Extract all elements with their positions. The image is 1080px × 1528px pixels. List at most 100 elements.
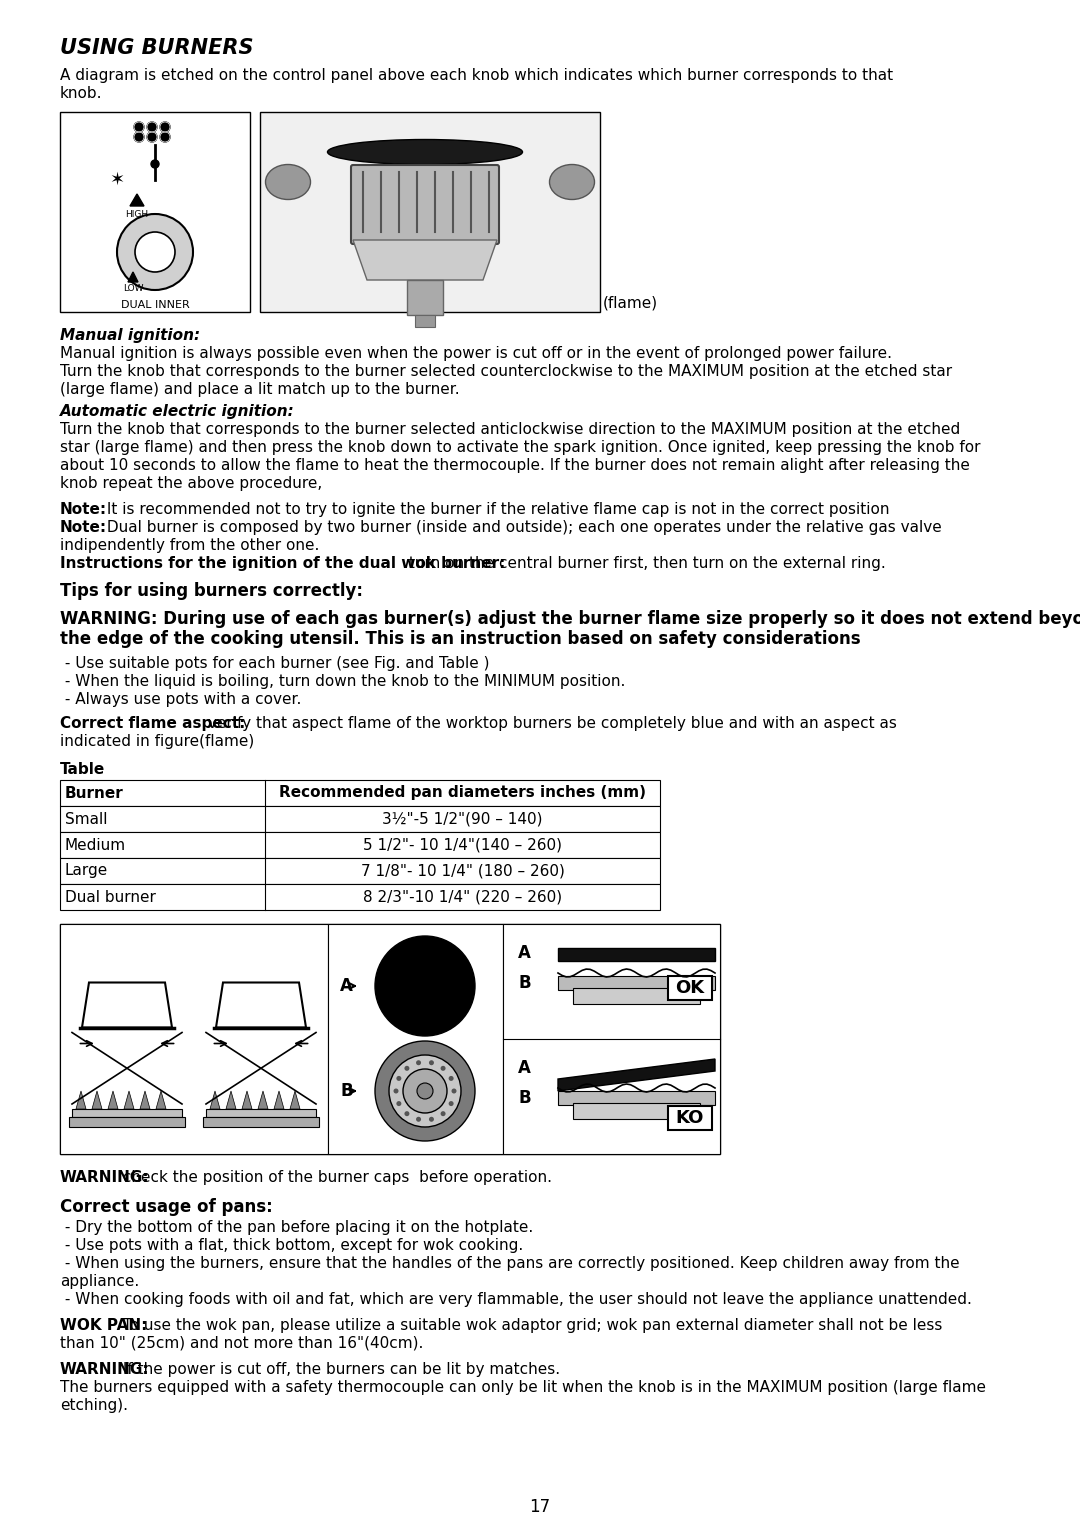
Ellipse shape	[266, 165, 311, 200]
Text: indipendently from the other one.: indipendently from the other one.	[60, 538, 320, 553]
Text: knob.: knob.	[60, 86, 103, 101]
Text: verify that aspect flame of the worktop burners be completely blue and with an a: verify that aspect flame of the worktop …	[203, 717, 896, 730]
Circle shape	[416, 1060, 421, 1065]
Text: star (large flame) and then press the knob down to activate the spark ignition. : star (large flame) and then press the kn…	[60, 440, 981, 455]
Bar	[60, 924, 720, 1154]
Bar	[558, 1091, 715, 1105]
Text: To use the wok pan, please utilize a suitable wok adaptor grid; wok pan external: To use the wok pan, please utilize a sui…	[118, 1319, 942, 1332]
Circle shape	[147, 122, 157, 131]
Text: OK: OK	[675, 979, 704, 996]
Circle shape	[117, 214, 193, 290]
Circle shape	[375, 1041, 475, 1141]
Ellipse shape	[550, 165, 594, 200]
Text: 8 2/3"-10 1/4" (220 – 260): 8 2/3"-10 1/4" (220 – 260)	[363, 889, 562, 905]
Text: about 10 seconds to allow the flame to heat the thermocouple. If the burner does: about 10 seconds to allow the flame to h…	[60, 458, 970, 474]
Polygon shape	[242, 1091, 252, 1109]
Polygon shape	[258, 1091, 268, 1109]
Text: Burner: Burner	[65, 785, 124, 801]
Bar	[69, 1117, 185, 1128]
Circle shape	[393, 1088, 399, 1094]
Bar	[669, 976, 712, 999]
Text: Automatic electric ignition:: Automatic electric ignition:	[60, 403, 295, 419]
Text: (large flame) and place a lit match up to the burner.: (large flame) and place a lit match up t…	[60, 382, 460, 397]
Circle shape	[375, 937, 475, 1036]
Ellipse shape	[327, 139, 523, 165]
Circle shape	[151, 160, 159, 168]
Text: The burners equipped with a safety thermocouple can only be lit when the knob is: The burners equipped with a safety therm…	[60, 1380, 986, 1395]
Text: Note:: Note:	[60, 520, 107, 535]
Bar	[60, 833, 660, 859]
Text: - Always use pots with a cover.: - Always use pots with a cover.	[60, 692, 301, 707]
Text: Medium: Medium	[65, 837, 126, 853]
Circle shape	[160, 131, 170, 142]
Text: WARNING:: WARNING:	[60, 1170, 150, 1186]
Circle shape	[404, 1111, 409, 1115]
Text: A: A	[518, 944, 531, 963]
Text: than 10" (25cm) and not more than 16"(40cm).: than 10" (25cm) and not more than 16"(40…	[60, 1335, 423, 1351]
Bar	[573, 1103, 700, 1118]
Circle shape	[134, 122, 144, 131]
Circle shape	[451, 1088, 457, 1094]
Text: - Use pots with a flat, thick bottom, except for wok cooking.: - Use pots with a flat, thick bottom, ex…	[60, 1238, 523, 1253]
Text: 3½"-5 1/2"(90 – 140): 3½"-5 1/2"(90 – 140)	[382, 811, 543, 827]
Circle shape	[160, 122, 170, 131]
Text: Large: Large	[65, 863, 108, 879]
Text: WARNING:: WARNING:	[60, 1361, 150, 1377]
Bar	[206, 1109, 316, 1117]
Polygon shape	[140, 1091, 150, 1109]
Text: USING BURNERS: USING BURNERS	[60, 38, 254, 58]
Polygon shape	[108, 1091, 118, 1109]
Text: - When cooking foods with oil and fat, which are very flammable, the user should: - When cooking foods with oil and fat, w…	[60, 1293, 972, 1306]
Bar	[415, 315, 435, 327]
Bar	[260, 112, 600, 312]
Text: 17: 17	[529, 1497, 551, 1516]
Text: Note:: Note:	[60, 503, 107, 516]
Text: 7 1/8"- 10 1/4" (180 – 260): 7 1/8"- 10 1/4" (180 – 260)	[361, 863, 565, 879]
Circle shape	[134, 131, 144, 142]
Bar	[573, 989, 700, 1004]
Circle shape	[403, 1070, 447, 1112]
Text: A: A	[340, 976, 353, 995]
Bar	[60, 885, 660, 911]
Text: KO: KO	[676, 1109, 704, 1128]
Text: knob repeat the above procedure,: knob repeat the above procedure,	[60, 477, 322, 490]
Bar	[60, 805, 660, 833]
Text: It is recommended not to try to ignite the burner if the relative flame cap is n: It is recommended not to try to ignite t…	[102, 503, 890, 516]
Text: 5 1/2"- 10 1/4"(140 – 260): 5 1/2"- 10 1/4"(140 – 260)	[363, 837, 562, 853]
Polygon shape	[558, 1059, 715, 1091]
Text: WOK PAN:: WOK PAN:	[60, 1319, 147, 1332]
Circle shape	[429, 1060, 434, 1065]
Text: B: B	[340, 1082, 353, 1100]
Text: A diagram is etched on the control panel above each knob which indicates which b: A diagram is etched on the control panel…	[60, 69, 893, 83]
Text: ✶: ✶	[109, 171, 124, 189]
Text: check the position of the burner caps  before operation.: check the position of the burner caps be…	[118, 1170, 552, 1186]
Text: Recommended pan diameters inches (mm): Recommended pan diameters inches (mm)	[279, 785, 646, 801]
Bar	[60, 779, 660, 805]
Text: Correct usage of pans:: Correct usage of pans:	[60, 1198, 273, 1216]
Bar	[503, 924, 720, 1154]
Text: the edge of the cooking utensil. This is an instruction based on safety consider: the edge of the cooking utensil. This is…	[60, 630, 861, 648]
Polygon shape	[129, 272, 138, 283]
Text: etching).: etching).	[60, 1398, 129, 1413]
Bar	[558, 976, 715, 990]
Text: Small: Small	[65, 811, 108, 827]
Text: turn on the central burner first, then turn on the external ring.: turn on the central burner first, then t…	[405, 556, 887, 571]
Text: appliance.: appliance.	[60, 1274, 139, 1290]
Polygon shape	[291, 1091, 300, 1109]
Circle shape	[147, 131, 157, 142]
Polygon shape	[274, 1091, 284, 1109]
Polygon shape	[82, 983, 172, 1027]
Circle shape	[396, 1102, 402, 1106]
Bar	[328, 924, 503, 1154]
Bar	[203, 1117, 319, 1128]
Circle shape	[396, 1076, 402, 1080]
Bar	[72, 1109, 183, 1117]
Text: Instructions for the ignition of the dual wok burner:: Instructions for the ignition of the dua…	[60, 556, 505, 571]
Circle shape	[441, 1067, 446, 1071]
Text: Turn the knob that corresponds to the burner selected counterclockwise to the MA: Turn the knob that corresponds to the bu…	[60, 364, 953, 379]
Text: - When using the burners, ensure that the handles of the pans are correctly posi: - When using the burners, ensure that th…	[60, 1256, 960, 1271]
Circle shape	[135, 232, 175, 272]
Polygon shape	[156, 1091, 166, 1109]
Text: WARNING: During use of each gas burner(s) adjust the burner flame size properly : WARNING: During use of each gas burner(s…	[60, 610, 1080, 628]
Text: B: B	[518, 973, 530, 992]
